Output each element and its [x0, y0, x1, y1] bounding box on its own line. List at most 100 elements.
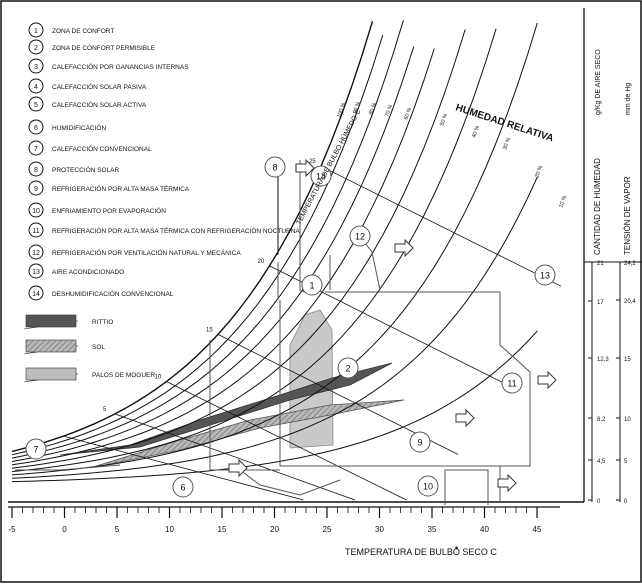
legend-number: 7 — [34, 146, 38, 153]
right-axis-1-label: 8,2 — [597, 417, 606, 423]
x-tick-label: 20 — [270, 525, 279, 534]
zone-circle-13 — [534, 264, 556, 286]
zone-number: 11 — [507, 379, 516, 389]
zone-number: 12 — [355, 232, 365, 242]
shade-swatch-box — [25, 314, 77, 328]
rh-curve — [11, 330, 538, 483]
legend-number: 14 — [32, 291, 40, 298]
arrow-zone-9 — [455, 408, 475, 428]
legend-number: 13 — [32, 269, 40, 276]
legend-number: 5 — [34, 102, 38, 109]
legend-number: 10 — [32, 208, 40, 215]
legend-number: 4 — [34, 84, 38, 91]
x-tick-label: 30 — [375, 525, 384, 534]
wet-bulb-line — [166, 381, 407, 501]
legend-marker-1 — [28, 22, 44, 38]
zone-circle-14 — [310, 165, 332, 187]
wet-bulb-line — [63, 435, 304, 501]
legend-text: ENFRIAMIENTO POR EVAPORACIÓN — [52, 206, 166, 215]
arrow-zone-12 — [394, 238, 414, 258]
right-axis-1-label: 21 — [597, 261, 604, 267]
legend-marker-7 — [28, 140, 44, 156]
right-axis-2-label: 0 — [624, 499, 628, 505]
legend-text: HUMIDIFICACIÓN — [52, 123, 106, 132]
legend-number: 6 — [34, 125, 38, 132]
right-axis-1-unit: g/Kg DE AIRE SECO — [595, 49, 602, 115]
zone-arrows — [228, 158, 557, 493]
rh-curve — [11, 20, 374, 453]
zone-number: 7 — [33, 445, 38, 455]
rh-curve — [11, 22, 538, 476]
rh-label: 70 % — [384, 104, 394, 118]
zone-number: 14 — [316, 172, 326, 182]
legend-marker-4 — [28, 78, 44, 94]
wet-bulb-tick: 25 — [309, 159, 316, 165]
shade-swatch-box — [25, 367, 77, 381]
zone-number: 8 — [272, 163, 277, 173]
rh-labels: 100 % 90 % 80 % 70 % 60 % 50 % 40 % 30 % 20 % 10 … — [336, 101, 568, 209]
x-axis-title: TEMPERATURA DE BULBO SECO C — [345, 547, 497, 557]
rh-label: 10 % — [558, 195, 568, 209]
comfort-zones — [59, 309, 405, 469]
rh-curve — [11, 34, 384, 456]
shade-label: PALOS DE MOGUER — [92, 372, 155, 379]
rh-curve — [11, 29, 466, 469]
zone-circle-11 — [501, 372, 523, 394]
x-tick-label: 0 — [62, 525, 67, 534]
zone-circle-6 — [172, 476, 194, 498]
legend-marker-13 — [28, 263, 44, 279]
shade-swatch-box — [25, 339, 77, 353]
rh-label: 30 % — [502, 137, 512, 151]
right-axis-2-title: TENSIÓN DE VAPOR — [623, 176, 632, 255]
legend-marker-9 — [28, 180, 44, 196]
zone-circle-12 — [349, 225, 371, 247]
rittio-shade — [59, 362, 393, 456]
legend-text: CALEFACCIÓN CONVENCIONAL — [52, 144, 152, 153]
rh-label: 50 % — [439, 113, 449, 127]
zone-circle-8 — [264, 156, 286, 178]
zone-number: 6 — [180, 483, 185, 493]
right-axes: 21 17 12,3 8,2 4,5 0 24,2 20,4 15 10 5 0 — [588, 261, 636, 505]
legend-marker-12 — [28, 244, 44, 260]
zone-number: 1 — [309, 281, 314, 291]
rh-label: 40 % — [471, 125, 481, 139]
legend-text: REFRIGERACIÓN POR VENTILACIÓN NATURAL Y … — [52, 248, 241, 257]
zone-circle-2 — [337, 357, 359, 379]
arrow-zone-8 — [295, 158, 315, 178]
rh-curve — [11, 46, 415, 462]
legend-number: 12 — [32, 250, 40, 257]
right-axis-2-label: 24,2 — [624, 261, 636, 267]
legend-text: AIRE ACONDICIONADO — [52, 269, 124, 276]
x-tick-label: 35 — [428, 525, 437, 534]
wet-bulb-tick: 10 — [155, 375, 162, 381]
legend-text: PROTECCIÓN SOLAR — [52, 165, 119, 174]
legend-marker-14 — [28, 285, 44, 301]
rh-label: 100 % — [336, 102, 347, 119]
zone-outline — [299, 160, 306, 293]
rh-curve — [11, 20, 404, 459]
legend-marker-5 — [28, 96, 44, 112]
legend-marker-10 — [28, 202, 44, 218]
rh-label: 20 % — [534, 165, 544, 179]
legend-number: 1 — [34, 28, 38, 35]
x-tick-label: 5 — [115, 525, 120, 534]
zone-outline — [15, 464, 121, 471]
legend-marker-6 — [28, 119, 44, 135]
legend-number: 2 — [34, 45, 38, 52]
relative-humidity-curves — [11, 20, 538, 483]
x-tick-label: 10 — [165, 525, 174, 534]
right-axis-1-label: 0 — [597, 499, 601, 505]
shade-legend: RITTIO SOL PALOS DE MOGUER — [23, 314, 155, 383]
zone-circle-1 — [301, 274, 323, 296]
legend-text: DESHUMIDIFICACIÓN CONVENCIONAL — [52, 289, 174, 298]
legend-marker-2 — [28, 39, 44, 55]
legend-number: 9 — [34, 186, 38, 193]
arrow-zone-11 — [537, 370, 557, 390]
rh-label: 80 % — [368, 102, 378, 116]
wet-bulb-tick: 20 — [258, 259, 265, 265]
zone-circle-9 — [409, 431, 431, 453]
right-axis-2-unit: mm de Hg — [625, 83, 632, 115]
legend-marker-3 — [28, 58, 44, 74]
x-axis-dot: • — [455, 543, 458, 553]
zone-outline — [444, 469, 489, 505]
